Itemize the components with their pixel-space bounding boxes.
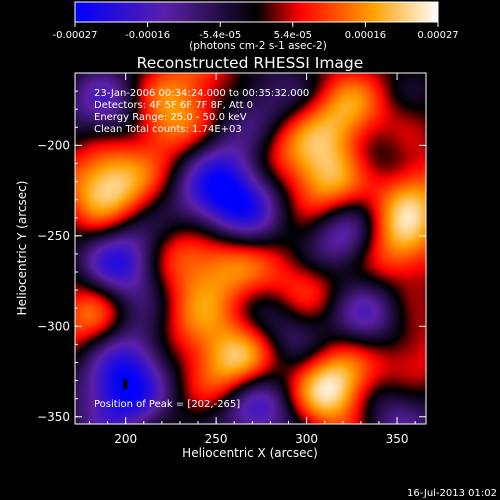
plot-frame — [74, 72, 427, 425]
peak-position-label: Position of Peak = [202,-265] — [94, 399, 240, 410]
y-axis-label: Heliocentric Y (arcsec) — [15, 181, 29, 316]
chart-title: Reconstructed RHESSI Image — [137, 54, 364, 72]
colorbar-ticks: -0.00027 -0.00016 -5.4e-05 5.4e-05 0.00016 0.… — [53, 22, 459, 41]
annotation-block: 23-Jan-2006 00:34:24.000 to 00:35:32.000… — [94, 88, 309, 135]
colorbar-tick-label: 0.00016 — [345, 30, 386, 41]
colorbar-tick-label: -0.00016 — [125, 30, 170, 41]
colorbar-unit-label: (photons cm-2 s-1 asec-2) — [189, 40, 327, 52]
y-tick-label: −250 — [37, 229, 70, 243]
y-tick-label: −300 — [37, 319, 70, 333]
x-tick-label: 250 — [205, 432, 228, 446]
heatmap-image-container — [75, 73, 426, 424]
colorbar-frame — [74, 1, 439, 23]
annotation-total-counts: Clean Total counts: 1.74E+03 — [94, 124, 242, 135]
annotation-energy-range: Energy Range: 25.0 - 50.0 keV — [94, 112, 247, 123]
peak-marker — [123, 379, 128, 390]
y-tick-label: −200 — [37, 138, 70, 152]
colorbar-tick-label: 0.00027 — [417, 30, 458, 41]
y-axis: −200 −250 −300 −350 — [37, 72, 426, 424]
heatmap-image — [75, 73, 426, 424]
x-tick-label: 200 — [114, 432, 137, 446]
x-axis-label: Heliocentric X (arcsec) — [182, 446, 318, 460]
annotation-detectors: Detectors: 4F 5F 6F 7F 8F, Att 0 — [94, 100, 253, 111]
colorbar — [75, 2, 438, 22]
colorbar-tick-label: -0.00027 — [53, 30, 98, 41]
y-tick-label: −350 — [37, 410, 70, 424]
colorbar-tick-label: -5.4e-05 — [199, 30, 241, 41]
x-tick-label: 300 — [295, 432, 318, 446]
colorbar-tick-label: 5.4e-05 — [274, 30, 312, 41]
timestamp: 16-Jul-2013 01:02 — [407, 488, 497, 499]
x-axis: 200 250 300 350 — [88, 73, 416, 446]
annotation-time-range: 23-Jan-2006 00:34:24.000 to 00:35:32.000 — [94, 88, 309, 99]
x-tick-label: 350 — [386, 432, 409, 446]
